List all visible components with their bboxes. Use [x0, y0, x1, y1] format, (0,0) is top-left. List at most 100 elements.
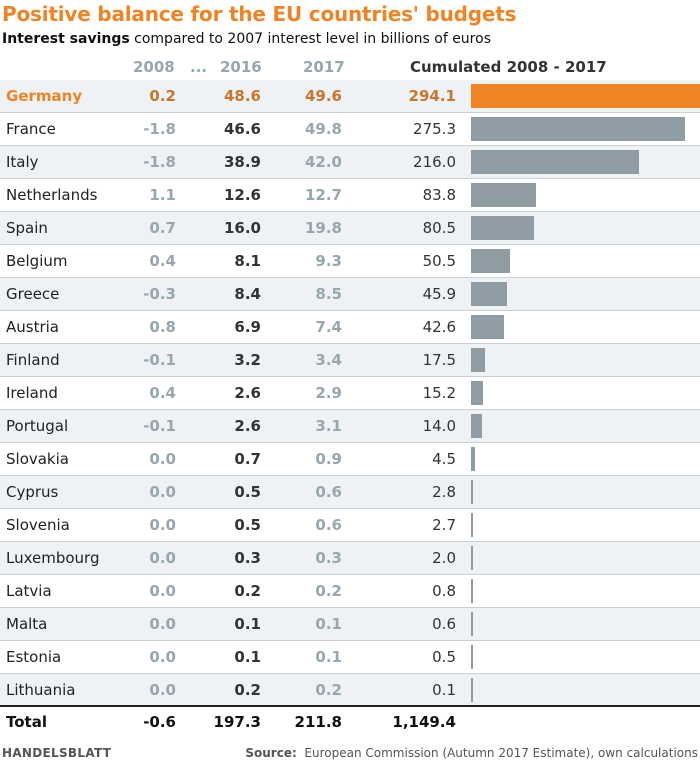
value-2016: 0.3 — [234, 549, 261, 567]
header-ellipsis: ... — [190, 58, 208, 76]
value-cumulated: 0.8 — [432, 582, 456, 600]
value-2016: 2.6 — [234, 384, 261, 402]
value-2017: 19.8 — [304, 219, 342, 237]
value-2016: 3.2 — [234, 351, 261, 369]
value-2017: 9.3 — [315, 252, 342, 270]
value-cumulated: 15.2 — [422, 384, 456, 402]
cumulated-bar — [471, 150, 639, 174]
cumulated-bar — [471, 579, 473, 603]
value-2017: 49.6 — [304, 87, 342, 105]
subtitle-rest: compared to 2007 interest level in billi… — [134, 31, 491, 47]
cumulated-bar — [471, 381, 483, 405]
value-2016: 16.0 — [223, 219, 261, 237]
country-name: Finland — [6, 351, 60, 369]
value-2008: -1.8 — [143, 153, 176, 171]
value-cumulated: 83.8 — [422, 186, 456, 204]
value-cumulated: 0.5 — [432, 648, 456, 666]
value-2016: 2.6 — [234, 417, 261, 435]
cumulated-bar — [471, 249, 510, 273]
value-cumulated: 80.5 — [422, 219, 456, 237]
cumulated-bar — [471, 546, 473, 570]
value-cumulated: 2.0 — [432, 549, 456, 567]
value-2017: 0.1 — [315, 648, 342, 666]
table-row: Finland -0.1 3.2 3.4 17.5 — [0, 344, 700, 377]
value-2016: 8.4 — [234, 285, 261, 303]
value-2008: 0.0 — [149, 648, 176, 666]
table-row: Portugal -0.1 2.6 3.1 14.0 — [0, 410, 700, 443]
value-2016: 0.2 — [234, 681, 261, 699]
value-2008: 0.0 — [149, 615, 176, 633]
table-row: Luxembourg 0.0 0.3 0.3 2.0 — [0, 542, 700, 575]
value-cumulated: 2.8 — [432, 483, 456, 501]
country-name: Cyprus — [6, 483, 59, 501]
table-row: Netherlands 1.1 12.6 12.7 83.8 — [0, 179, 700, 212]
cumulated-bar — [471, 513, 473, 537]
value-cumulated: 294.1 — [408, 87, 456, 105]
value-2017: 7.4 — [315, 318, 342, 336]
cumulated-bar — [471, 117, 685, 141]
value-2017: 3.1 — [315, 417, 342, 435]
value-2016: 0.7 — [234, 450, 261, 468]
header-2016: 2016 — [220, 58, 262, 76]
value-2008: 0.0 — [149, 516, 176, 534]
total-2016: 197.3 — [213, 713, 261, 731]
value-2017: 0.6 — [315, 516, 342, 534]
value-2017: 0.1 — [315, 615, 342, 633]
total-label: Total — [6, 713, 47, 731]
value-2016: 6.9 — [234, 318, 261, 336]
value-2016: 0.5 — [234, 516, 261, 534]
value-cumulated: 0.1 — [432, 681, 456, 699]
cumulated-bar — [471, 678, 473, 702]
total-row: Total -0.6 197.3 211.8 1,149.4 — [0, 705, 700, 737]
country-name: Latvia — [6, 582, 52, 600]
value-2008: 0.2 — [149, 87, 176, 105]
value-2008: -0.1 — [143, 417, 176, 435]
value-2008: 0.0 — [149, 483, 176, 501]
table-row: Spain 0.7 16.0 19.8 80.5 — [0, 212, 700, 245]
total-cumulated: 1,149.4 — [392, 713, 456, 731]
country-name: Slovakia — [6, 450, 69, 468]
value-2017: 0.6 — [315, 483, 342, 501]
total-2008: -0.6 — [143, 713, 176, 731]
value-2016: 8.1 — [234, 252, 261, 270]
country-name: Greece — [6, 285, 60, 303]
cumulated-bar — [471, 315, 504, 339]
country-name: Italy — [6, 153, 39, 171]
value-2017: 2.9 — [315, 384, 342, 402]
country-name: Estonia — [6, 648, 62, 666]
country-name: Luxembourg — [6, 549, 100, 567]
header-cumulated: Cumulated 2008 - 2017 — [410, 58, 607, 76]
value-cumulated: 45.9 — [422, 285, 456, 303]
value-cumulated: 14.0 — [422, 417, 456, 435]
value-2017: 0.3 — [315, 549, 342, 567]
country-name: Belgium — [6, 252, 68, 270]
value-2008: 0.7 — [149, 219, 176, 237]
value-cumulated: 17.5 — [422, 351, 456, 369]
country-name: Lithuania — [6, 681, 76, 699]
table-row: Slovakia 0.0 0.7 0.9 4.5 — [0, 443, 700, 476]
cumulated-bar — [471, 216, 534, 240]
table-row: Germany 0.2 48.6 49.6 294.1 — [0, 80, 700, 113]
value-cumulated: 50.5 — [422, 252, 456, 270]
value-2017: 12.7 — [304, 186, 342, 204]
source-text: European Commission (Autumn 2017 Estimat… — [304, 746, 698, 760]
table-row: Lithuania 0.0 0.2 0.2 0.1 — [0, 674, 700, 707]
value-2017: 0.2 — [315, 681, 342, 699]
value-2017: 49.8 — [304, 120, 342, 138]
source-label: Source: — [245, 746, 297, 760]
value-cumulated: 275.3 — [413, 120, 456, 138]
brand-logo: HANDELSBLATT — [2, 746, 112, 760]
cumulated-bar — [471, 282, 507, 306]
header-2017: 2017 — [303, 58, 345, 76]
country-name: Slovenia — [6, 516, 70, 534]
value-2017: 3.4 — [315, 351, 342, 369]
table-body: Germany 0.2 48.6 49.6 294.1 France -1.8 46.6 49.… — [0, 80, 700, 707]
country-name: Netherlands — [6, 186, 98, 204]
source-note: Source: European Commission (Autumn 2017… — [245, 746, 698, 760]
value-cumulated: 4.5 — [432, 450, 456, 468]
table-row: Austria 0.8 6.9 7.4 42.6 — [0, 311, 700, 344]
header-2008: 2008 — [133, 58, 175, 76]
value-cumulated: 42.6 — [422, 318, 456, 336]
table-row: Slovenia 0.0 0.5 0.6 2.7 — [0, 509, 700, 542]
table-row: Estonia 0.0 0.1 0.1 0.5 — [0, 641, 700, 674]
